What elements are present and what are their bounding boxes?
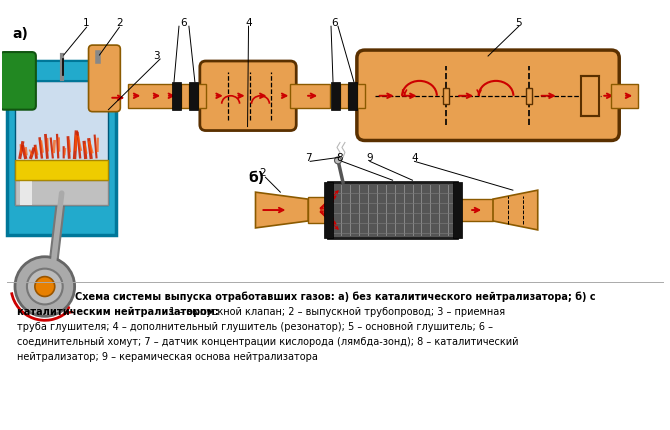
Text: 1: 1: [83, 18, 90, 28]
Text: 1 – выпускной клапан; 2 – выпускной трубопровод; 3 – приемная: 1 – выпускной клапан; 2 – выпускной труб…: [166, 307, 505, 317]
Text: 8: 8: [336, 154, 343, 163]
Bar: [582, 76, 600, 116]
Bar: [584, 80, 598, 112]
Text: 2: 2: [259, 168, 266, 178]
Bar: [189, 82, 198, 110]
Text: каталитическим нейтрализатором:: каталитическим нейтрализатором:: [17, 307, 219, 317]
Bar: [172, 82, 181, 110]
Bar: [128, 84, 173, 108]
Circle shape: [35, 276, 55, 296]
Text: 4: 4: [245, 18, 252, 28]
Bar: [459, 199, 493, 221]
Bar: [290, 84, 330, 108]
Bar: [611, 84, 638, 108]
Circle shape: [27, 269, 63, 304]
Bar: [7, 61, 117, 235]
Bar: [324, 182, 333, 238]
Bar: [340, 84, 348, 108]
Circle shape: [334, 157, 342, 164]
Bar: [357, 84, 364, 108]
Bar: [331, 82, 340, 110]
Text: 3: 3: [153, 51, 159, 61]
Text: 6: 6: [332, 18, 338, 28]
Bar: [198, 84, 206, 108]
Bar: [15, 180, 109, 205]
Bar: [181, 84, 189, 108]
Text: 7: 7: [305, 154, 312, 163]
Bar: [328, 182, 457, 238]
Circle shape: [15, 257, 74, 316]
Bar: [7, 61, 117, 81]
Text: б): б): [249, 171, 265, 185]
Bar: [15, 81, 109, 205]
Text: 9: 9: [366, 154, 373, 163]
Polygon shape: [255, 192, 308, 228]
Bar: [444, 88, 450, 104]
Text: труба глушителя; 4 – дополнительный глушитель (резонатор); 5 – основной глушител: труба глушителя; 4 – дополнительный глуш…: [17, 322, 493, 332]
Bar: [308, 197, 328, 223]
Text: 2: 2: [116, 18, 123, 28]
Text: соединительный хомут; 7 – датчик концентрации кислорода (лямбда-зонд); 8 – катал: соединительный хомут; 7 – датчик концент…: [17, 337, 519, 347]
Text: а): а): [12, 27, 28, 41]
Polygon shape: [493, 190, 538, 230]
FancyBboxPatch shape: [88, 45, 121, 112]
Text: 6: 6: [181, 18, 187, 28]
Bar: [15, 160, 109, 180]
Bar: [20, 180, 32, 205]
Bar: [526, 88, 532, 104]
Text: 4: 4: [411, 154, 418, 163]
Bar: [348, 82, 357, 110]
FancyBboxPatch shape: [200, 61, 296, 131]
FancyBboxPatch shape: [0, 52, 36, 110]
Bar: [454, 182, 462, 238]
Text: нейтрализатор; 9 – керамическая основа нейтрализатора: нейтрализатор; 9 – керамическая основа н…: [17, 352, 318, 362]
FancyBboxPatch shape: [357, 50, 619, 141]
Text: Схема системы выпуска отработавших газов: а) без каталитического нейтрализатора;: Схема системы выпуска отработавших газов…: [74, 292, 596, 302]
Text: 5: 5: [515, 18, 522, 28]
